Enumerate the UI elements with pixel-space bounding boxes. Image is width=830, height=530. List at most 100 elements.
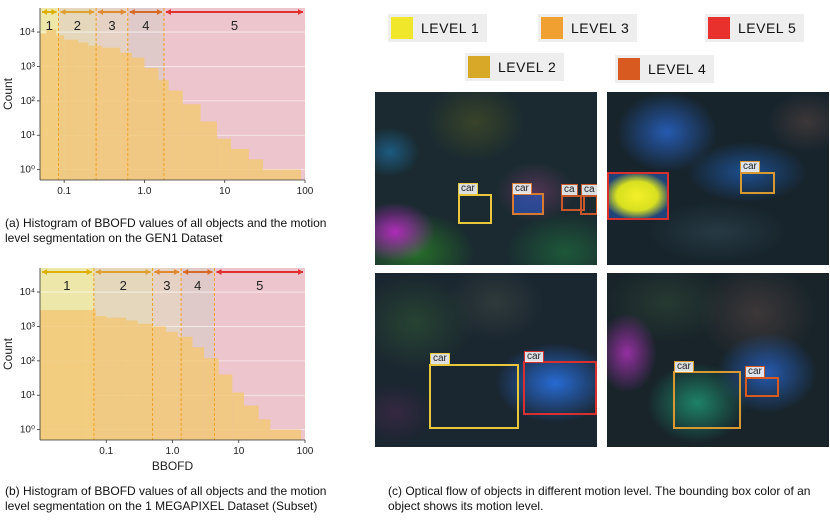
x-tick-label: 100 [297,446,314,457]
histogram-bar [177,336,193,440]
legend-swatch-level-3 [541,17,563,39]
x-tick-label: 0.1 [99,446,113,457]
bbox-level-2 [458,194,492,224]
legend-swatch-level-2 [468,56,490,78]
level-arrowhead [51,9,57,15]
histogram-bar [59,310,87,440]
histogram-bar [95,316,107,440]
histogram-bar [263,169,281,180]
legend-swatch-level-1 [391,17,413,39]
level-arrowhead [86,269,92,275]
histogram-bar [137,323,153,440]
x-axis-label: BBOFD [152,199,194,200]
y-tick-label: 10³ [21,61,36,72]
y-tick-label: 10¹ [21,390,36,401]
histogram-bar [120,52,133,180]
x-tick-label: 10 [233,446,245,457]
x-tick-label: 1.0 [137,186,151,197]
caption-b: (b) Histogram of BBOFD values of all obj… [5,484,327,513]
optical-flow-panel-4: car car [607,273,829,447]
bbox-tag: car [512,183,532,195]
optical-flow-panel-3: car car [375,273,597,447]
legend-level-2: LEVEL 2 [465,53,565,81]
histogram-b-svg: 1 2 3 4 5 10⁰ 10¹ 10² 10³ 10⁴ 0.1 1.0 10 100 BBOFD Coun… [1,268,314,473]
histogram-bar [166,331,178,440]
level-arrowhead [183,269,189,275]
level-label-3: 3 [108,18,115,33]
bbox-tag: car [745,366,765,378]
y-tick-label: 10⁰ [20,425,35,436]
bbox-tag: car [740,161,760,173]
level-arrowhead [145,269,151,275]
level-arrowhead [60,9,66,15]
level-label-2: 2 [120,278,127,293]
histogram-bar [86,310,96,440]
y-tick-label: 10³ [21,321,36,332]
bbox-level-4 [745,377,779,397]
level-arrowhead [298,9,303,15]
histogram-bar [132,57,145,180]
level-arrowhead [98,9,104,15]
histogram-bar [218,374,233,440]
histogram-bar [243,405,259,440]
level-arrowhead [216,269,222,275]
bbox-level-3 [740,172,775,194]
histogram-bar [200,121,217,180]
level-label-4: 4 [194,278,201,293]
caption-a: (a) Histogram of BBOFD values of all obj… [5,216,327,245]
caption-c: (c) Optical flow of objects in different… [388,484,811,513]
level-arrowhead [174,269,180,275]
legend-level-1: LEVEL 1 [388,14,488,42]
y-axis-label: Count [1,77,15,110]
histogram-bar [297,169,301,180]
level-arrowhead [154,269,160,275]
level-label-1: 1 [46,18,53,33]
histogram-bar [216,138,232,180]
legend-swatch-level-5 [708,17,730,39]
bbox-tag: car [458,183,478,195]
x-tick-label: 0.1 [57,186,71,197]
y-tick-label: 10² [21,96,36,107]
histogram-bar [126,320,138,440]
histogram-bar [248,159,264,180]
level-label-3: 3 [163,278,170,293]
histogram-bar [106,317,127,440]
histogram-bar [102,47,121,181]
level-arrowhead [95,269,101,275]
level-label-4: 4 [142,18,149,33]
histogram-bar [152,326,167,440]
y-tick-label: 10² [21,356,36,367]
legend-label-level-2: LEVEL 2 [498,59,557,75]
histogram-b: 1 2 3 4 5 10⁰ 10¹ 10² 10³ 10⁴ 0.1 1.0 10 100 BBOFD Coun… [0,260,330,475]
bbox-level-4 [580,195,597,215]
histogram-a: 1 2 3 4 5 10⁰ 10¹ 10² 10³ 10⁴ 0.1 1.0 10 100 BBOFD Coun… [0,0,330,213]
level-arrowhead [120,9,126,15]
x-tick-label: 1.0 [166,446,180,457]
histogram-bar [231,148,249,180]
x-axis-label: BBOFD [152,459,194,473]
histogram-bar [258,419,271,440]
legend-level-4: LEVEL 4 [615,55,715,83]
optical-flow-panel-2: car [607,92,829,265]
bbox-level-5 [523,361,597,415]
legend-label-level-1: LEVEL 1 [421,20,480,36]
legend-label-level-4: LEVEL 4 [648,61,707,77]
bbox-tag: car [524,351,544,363]
histogram-a-svg: 1 2 3 4 5 10⁰ 10¹ 10² 10³ 10⁴ 0.1 1.0 10 100 BBOFD Coun… [1,8,314,213]
histogram-bar [40,33,47,181]
histogram-bar [204,358,219,440]
level-arrowhead [156,9,162,15]
legend-level-5: LEVEL 5 [705,14,805,42]
bbox-level-3 [673,371,741,429]
histogram-bar [270,429,286,440]
histogram-bar [88,45,103,180]
histogram-bar [144,68,159,180]
bbox-level-3 [512,193,544,215]
bbox-tag: ca [581,184,597,196]
optical-flow-panel-1: car car ca ca [375,92,597,265]
bbox-tag: ca [561,184,578,196]
bbox-tag: car [674,361,694,373]
level-label-5: 5 [231,18,238,33]
x-tick-label: 10 [219,186,231,197]
y-tick-label: 10⁰ [20,165,35,176]
